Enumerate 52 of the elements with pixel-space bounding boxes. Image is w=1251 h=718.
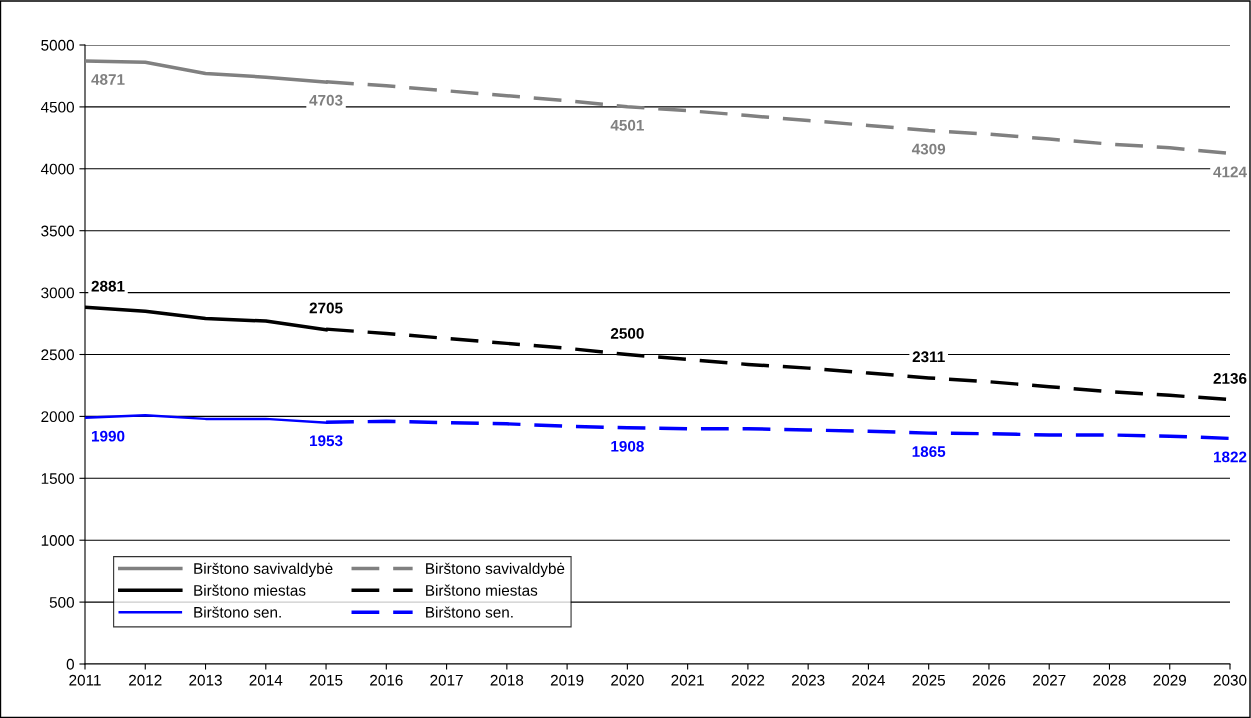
y-tick-label: 3000	[41, 287, 74, 299]
x-tick-label: 2029	[1153, 674, 1187, 686]
x-tick-label: 2011	[69, 674, 101, 686]
y-tick-label: 0	[66, 658, 74, 670]
x-tick-label: 2023	[791, 674, 825, 686]
data-label: 2705	[309, 302, 343, 314]
legend-label: Birštono sen.	[426, 606, 513, 618]
data-label: 2311	[912, 351, 945, 363]
x-tick-label: 2017	[430, 674, 463, 686]
x-tick-label: 2012	[129, 674, 162, 686]
data-label: 1908	[611, 440, 644, 452]
x-tick-label: 2016	[370, 674, 403, 686]
legend-label: Birštono sen.	[194, 606, 281, 618]
x-tick-label: 2024	[852, 674, 885, 686]
y-tick-label: 4500	[40, 101, 74, 113]
legend-label: Birštono miestas	[194, 584, 306, 596]
y-tick-label: 5000	[41, 39, 74, 51]
data-label: 4309	[911, 143, 946, 155]
x-tick-label: 2027	[1032, 674, 1066, 686]
y-tick-label: 2000	[41, 411, 74, 423]
x-tick-label: 2021	[671, 674, 704, 686]
x-tick-label: 2026	[972, 674, 1006, 686]
legend-label: Birštono miestas	[426, 584, 538, 596]
y-tick-label: 4000	[40, 163, 74, 175]
data-label: 4124	[1213, 166, 1247, 178]
data-label: 4703	[309, 94, 343, 106]
y-tick-label: 1000	[41, 535, 74, 546]
data-label: 4501	[610, 119, 644, 131]
legend-label: Birštono savivaldybė	[194, 562, 333, 577]
x-tick-label: 2013	[189, 674, 222, 686]
x-tick-label: 2019	[550, 674, 584, 686]
data-label: 1865	[912, 446, 946, 458]
x-tick-label: 2028	[1093, 674, 1126, 686]
data-label: 2136	[1213, 373, 1247, 384]
y-tick-label: 2500	[41, 349, 74, 361]
data-label: 2881	[91, 280, 125, 292]
x-tick-label: 2030	[1213, 674, 1247, 686]
x-tick-label: 2022	[731, 674, 765, 686]
data-label: 4871	[91, 74, 125, 85]
data-label: 2500	[610, 327, 644, 339]
y-tick-label: 500	[49, 596, 74, 608]
x-tick-label: 2014	[249, 674, 283, 686]
y-tick-label: 3500	[41, 225, 74, 237]
data-label: 1990	[91, 430, 125, 442]
x-tick-label: 2020	[611, 674, 644, 686]
data-label: 1822	[1213, 451, 1247, 463]
y-tick-label: 1500	[41, 473, 74, 484]
data-label: 1953	[310, 435, 343, 447]
legend-label: Birštono savivaldybė	[426, 562, 565, 577]
x-tick-label: 2025	[912, 674, 946, 686]
x-tick-label: 2015	[309, 674, 343, 686]
x-tick-label: 2018	[490, 674, 524, 686]
